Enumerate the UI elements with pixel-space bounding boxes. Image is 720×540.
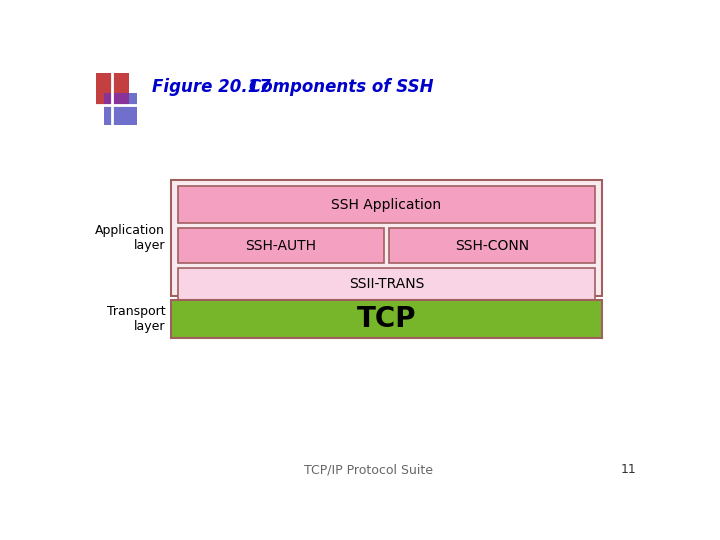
Text: Components of SSH: Components of SSH: [225, 78, 433, 96]
FancyBboxPatch shape: [171, 300, 601, 338]
FancyBboxPatch shape: [178, 186, 595, 224]
FancyBboxPatch shape: [96, 72, 129, 105]
Text: SSH-CONN: SSH-CONN: [455, 239, 529, 253]
Text: SSH-AUTH: SSH-AUTH: [246, 239, 316, 253]
FancyBboxPatch shape: [171, 180, 601, 296]
FancyBboxPatch shape: [178, 268, 595, 300]
Text: 11: 11: [621, 463, 636, 476]
Text: SSII-TRANS: SSII-TRANS: [348, 277, 424, 291]
FancyBboxPatch shape: [104, 92, 137, 125]
Text: TCP: TCP: [356, 305, 416, 333]
Text: Figure 20.17: Figure 20.17: [152, 78, 271, 96]
FancyBboxPatch shape: [104, 92, 129, 105]
Text: TCP/IP Protocol Suite: TCP/IP Protocol Suite: [305, 463, 433, 476]
Text: SSH Application: SSH Application: [331, 198, 441, 212]
Text: Application
layer: Application layer: [95, 224, 165, 252]
FancyBboxPatch shape: [178, 228, 384, 264]
FancyBboxPatch shape: [389, 228, 595, 264]
Text: Transport
layer: Transport layer: [107, 305, 165, 333]
